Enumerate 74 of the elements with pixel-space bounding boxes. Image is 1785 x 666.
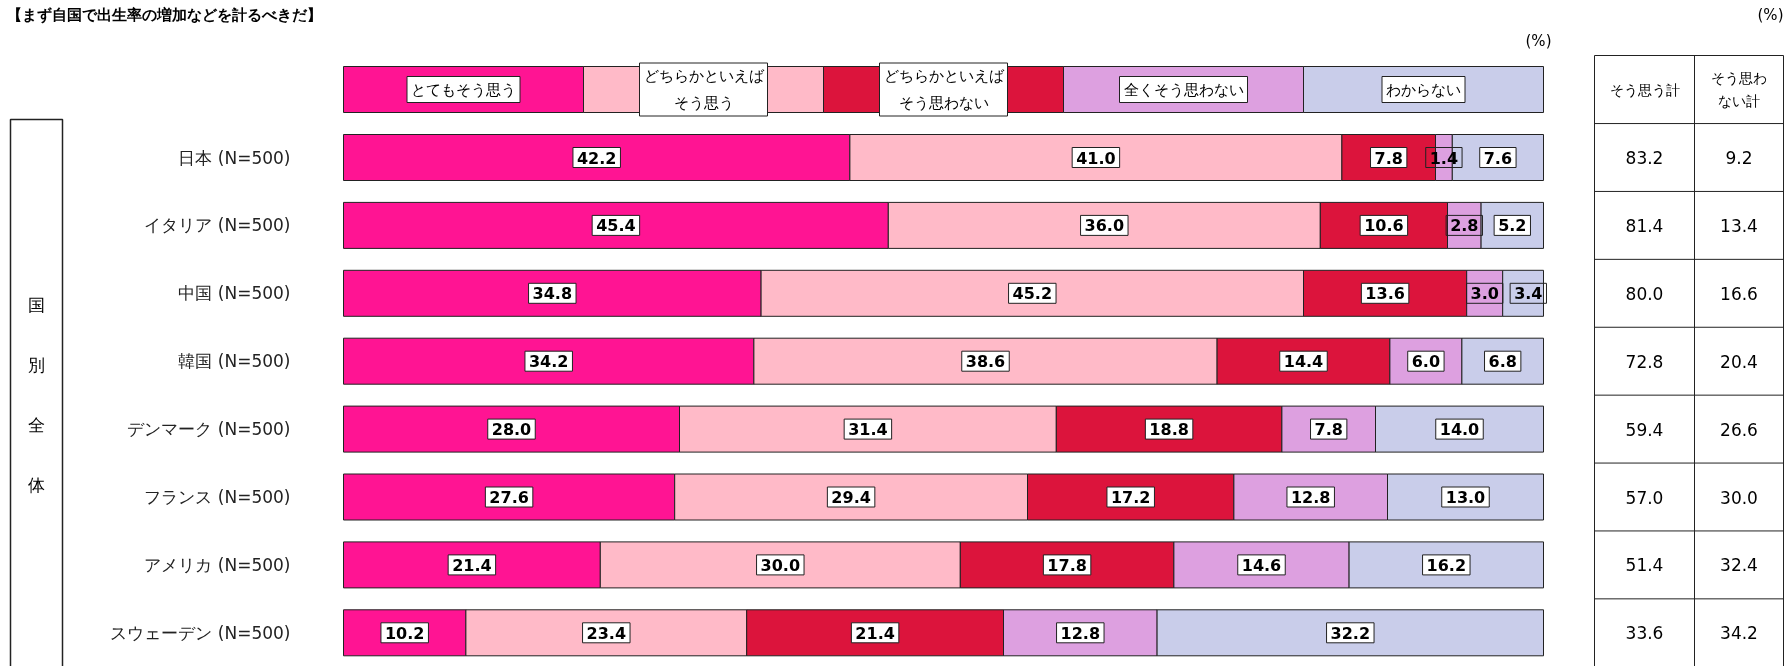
data-label: 10.6	[1364, 216, 1404, 236]
text: 【まず自国で出生率の増加などを計るべきだ】	[6, 5, 322, 24]
text: わからない	[1386, 80, 1461, 99]
data-label: 45.2	[1012, 284, 1053, 304]
data-label: 3.0	[1470, 284, 1499, 304]
data-label: 17.2	[1110, 488, 1151, 507]
text: 26.6	[1720, 419, 1758, 440]
text: そう思わない計	[1711, 70, 1767, 109]
data-label: 34.2	[528, 352, 569, 372]
data-label: 41.0	[1076, 148, 1116, 168]
text: そう思う計	[1609, 81, 1680, 98]
text: 34.2	[1720, 623, 1758, 644]
text: 13.4	[1720, 215, 1758, 236]
data-label: 7.6	[1483, 148, 1513, 168]
data-label: 31.4	[848, 420, 888, 440]
data-label: 16.2	[1426, 555, 1467, 575]
data-label: 12.8	[1060, 623, 1101, 643]
text: 20.4	[1720, 351, 1758, 372]
data-label: 17.8	[1047, 555, 1087, 575]
data-label: 3.4	[1514, 284, 1543, 304]
text: 30.0	[1720, 487, 1758, 508]
data-label: 21.4	[855, 623, 895, 643]
data-label: 13.6	[1365, 284, 1405, 304]
data-label: 13.0	[1445, 488, 1486, 507]
data-label: 38.6	[965, 352, 1006, 372]
text: 国別全体	[28, 295, 45, 496]
data-label: 21.4	[452, 555, 492, 575]
text: どちらかといえばそう思わない	[883, 67, 1005, 112]
data-label: 7.8	[1314, 420, 1343, 440]
text: 83.2	[1625, 148, 1664, 168]
data-label: 6.0	[1411, 352, 1441, 372]
data-label: 34.8	[532, 284, 573, 304]
text: 80.0	[1625, 283, 1664, 304]
text: (%)	[1757, 5, 1784, 24]
y-tick-label: デンマーク (N=500)	[127, 419, 291, 440]
text: 81.4	[1625, 215, 1664, 236]
data-label: 5.2	[1498, 216, 1527, 236]
data-label: 36.0	[1084, 216, 1125, 236]
data-label: 14.6	[1241, 555, 1282, 575]
data-label: 29.4	[831, 488, 871, 507]
data-label: 10.2	[384, 623, 425, 643]
data-label: 14.4	[1283, 352, 1324, 372]
data-label: 7.8	[1374, 148, 1403, 168]
y-tick-label: 韓国 (N=500)	[178, 351, 291, 372]
text: 72.8	[1625, 351, 1664, 372]
data-label: 30.0	[760, 555, 801, 575]
data-label: 2.8	[1450, 216, 1479, 236]
data-label: 45.4	[596, 216, 636, 236]
y-tick-label: アメリカ (N=500)	[144, 554, 291, 575]
text: 51.4	[1625, 555, 1664, 576]
data-label: 6.8	[1488, 352, 1517, 372]
data-label: 27.6	[489, 488, 529, 507]
text: どちらかといえばそう思う	[643, 67, 765, 112]
data-label: 28.0	[491, 420, 532, 440]
data-label: 23.4	[586, 623, 627, 643]
text: (%)	[1525, 31, 1552, 50]
data-label: 32.2	[1330, 623, 1371, 643]
text: 全くそう思わない	[1123, 80, 1244, 99]
y-tick-label: フランス (N=500)	[144, 487, 291, 507]
data-label: 14.0	[1439, 420, 1480, 440]
y-tick-label: 日本 (N=500)	[178, 147, 291, 168]
text: 32.4	[1720, 555, 1758, 576]
y-tick-label: イタリア (N=500)	[144, 215, 291, 236]
data-label: 18.8	[1149, 420, 1189, 440]
text: 9.2	[1725, 148, 1753, 168]
y-tick-label: 中国 (N=500)	[178, 283, 291, 304]
text: 33.6	[1625, 623, 1664, 644]
text: とてもそう思う	[411, 80, 516, 99]
data-label: 42.2	[576, 148, 617, 168]
text: 16.6	[1720, 283, 1758, 304]
text: 57.0	[1625, 487, 1664, 508]
data-label: 12.8	[1290, 488, 1331, 507]
text: 59.4	[1625, 419, 1664, 440]
y-tick-label: スウェーデン (N=500)	[110, 622, 291, 643]
